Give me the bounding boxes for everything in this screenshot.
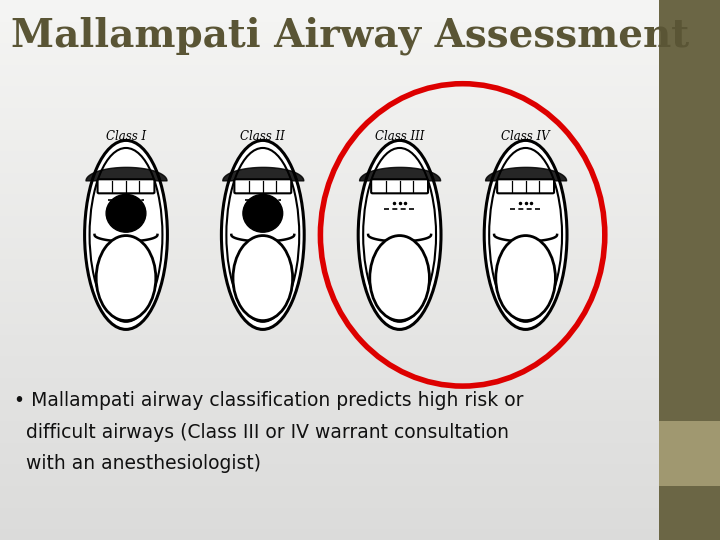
Bar [0,486,659,497]
Ellipse shape [106,194,146,232]
Bar [0,162,659,173]
Bar [659,0,720,421]
Bar [0,443,659,454]
Bar [0,184,659,194]
Bar [0,130,659,140]
Bar [0,140,659,151]
Bar [0,454,659,464]
Bar [0,367,659,378]
Bar [0,43,659,54]
Bar [659,421,720,486]
Ellipse shape [226,148,300,322]
Ellipse shape [485,140,567,329]
Text: with an anesthesiologist): with an anesthesiologist) [14,454,261,473]
Bar [0,497,659,508]
Ellipse shape [363,148,436,322]
Bar [0,259,659,270]
Text: difficult airways (Class III or IV warrant consultation: difficult airways (Class III or IV warra… [14,423,510,442]
Bar [0,421,659,432]
FancyBboxPatch shape [97,179,154,193]
Bar [659,486,720,540]
Text: Class IV: Class IV [501,130,550,143]
FancyBboxPatch shape [372,179,428,193]
Bar [0,173,659,184]
Bar [0,11,659,22]
Ellipse shape [489,148,562,322]
Bar [0,216,659,227]
Bar [0,65,659,76]
Bar [0,518,659,529]
Bar [0,151,659,162]
Bar [0,238,659,248]
Bar [0,356,659,367]
Ellipse shape [370,235,429,321]
Bar [0,194,659,205]
FancyBboxPatch shape [498,179,554,193]
Ellipse shape [222,140,304,329]
Bar [0,410,659,421]
Bar [0,22,659,32]
Bar [0,464,659,475]
Bar [0,292,659,302]
Text: Class III: Class III [375,130,424,143]
Ellipse shape [89,148,163,322]
Bar [0,475,659,486]
Bar [0,32,659,43]
Bar [0,97,659,108]
Bar [0,119,659,130]
Bar [0,389,659,400]
Bar [0,248,659,259]
Bar [0,0,659,11]
Ellipse shape [496,235,555,321]
FancyBboxPatch shape [235,179,291,193]
Bar [0,400,659,410]
Bar [0,86,659,97]
Text: • Mallampati airway classification predicts high risk or: • Mallampati airway classification predi… [14,392,524,410]
Bar [0,205,659,216]
Ellipse shape [359,140,441,329]
Bar [0,270,659,281]
Text: Mallampati Airway Assessment: Mallampati Airway Assessment [11,16,689,55]
Text: Class I: Class I [106,130,146,143]
Bar [0,529,659,540]
Bar [0,302,659,313]
Bar [0,508,659,518]
Bar [0,54,659,65]
Ellipse shape [96,235,156,321]
Ellipse shape [243,194,283,232]
Ellipse shape [85,140,167,329]
Bar [0,324,659,335]
Ellipse shape [233,235,292,321]
Bar [0,108,659,119]
Bar [0,335,659,346]
Bar [0,281,659,292]
Bar [0,313,659,324]
Text: Class II: Class II [240,130,285,143]
Bar [0,227,659,238]
Bar [0,432,659,443]
Bar [0,76,659,86]
Bar [0,346,659,356]
Bar [0,378,659,389]
